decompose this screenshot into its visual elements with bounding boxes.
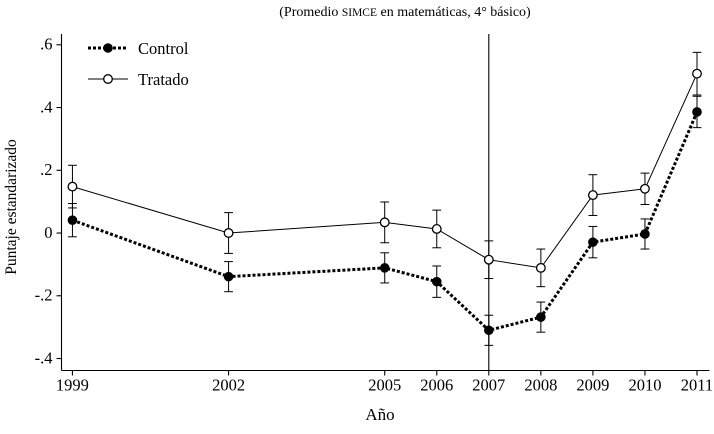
- svg-text:2005: 2005: [368, 376, 401, 395]
- svg-text:2006: 2006: [420, 376, 453, 395]
- svg-text:1999: 1999: [56, 376, 89, 395]
- svg-text:2009: 2009: [576, 376, 609, 395]
- svg-text:2002: 2002: [212, 376, 245, 395]
- svg-text:Tratado: Tratado: [138, 70, 189, 89]
- svg-text:.6: .6: [40, 35, 52, 54]
- svg-text:2010: 2010: [628, 376, 661, 395]
- svg-text:.2: .2: [40, 160, 52, 179]
- svg-text:0: 0: [44, 223, 52, 242]
- svg-text:-.4: -.4: [35, 348, 53, 367]
- svg-text:Puntaje estandarizado: Puntaje estandarizado: [3, 139, 20, 275]
- svg-text:2007: 2007: [472, 376, 505, 395]
- svg-text:Año: Año: [365, 405, 394, 424]
- svg-text:Control: Control: [138, 39, 189, 58]
- svg-text:2008: 2008: [524, 376, 557, 395]
- svg-text:.4: .4: [40, 97, 52, 116]
- svg-text:(Promedio SIMCE en matemáticas: (Promedio SIMCE en matemáticas, 4° básic…: [279, 5, 531, 20]
- svg-text:-.2: -.2: [35, 286, 53, 305]
- svg-text:2011: 2011: [681, 376, 713, 395]
